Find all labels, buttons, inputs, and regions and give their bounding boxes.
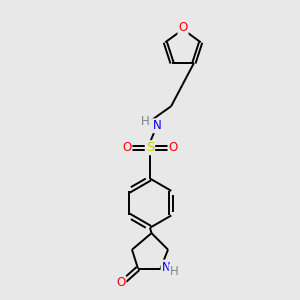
Text: O: O <box>169 141 178 154</box>
Text: H: H <box>141 115 150 128</box>
Text: N: N <box>161 260 170 274</box>
Text: O: O <box>178 21 188 34</box>
Text: O: O <box>122 141 131 154</box>
Text: H: H <box>169 265 178 278</box>
Text: O: O <box>116 276 125 290</box>
Text: S: S <box>146 141 154 154</box>
Text: N: N <box>152 119 161 132</box>
